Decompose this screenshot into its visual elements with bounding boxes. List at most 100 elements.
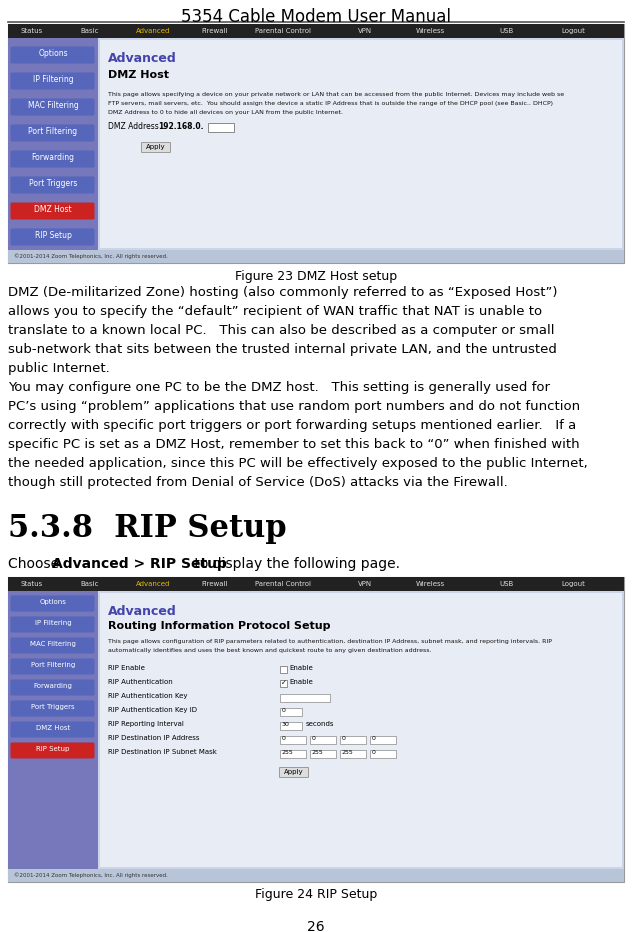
Bar — [310, 736, 336, 744]
Text: automatically identifies and uses the best known and quickest route to any given: automatically identifies and uses the be… — [108, 648, 432, 653]
Text: USB: USB — [499, 28, 513, 34]
FancyBboxPatch shape — [11, 637, 95, 653]
Text: sub-network that sits between the trusted internal private LAN, and the untruste: sub-network that sits between the truste… — [8, 343, 557, 356]
Text: You may configure one PC to be the DMZ host.   This setting is generally used fo: You may configure one PC to be the DMZ h… — [8, 381, 550, 394]
Text: 0: 0 — [282, 736, 286, 742]
Text: RIP Setup: RIP Setup — [36, 746, 70, 752]
Text: though still protected from Denial of Service (DoS) attacks via the Firewall.: though still protected from Denial of Se… — [8, 476, 507, 489]
Text: 0: 0 — [372, 736, 376, 742]
Bar — [100, 593, 622, 867]
Text: seconds: seconds — [306, 721, 334, 727]
Bar — [280, 708, 302, 716]
Bar — [340, 750, 366, 758]
Bar — [310, 750, 336, 758]
Text: RIP Reporting Interval: RIP Reporting Interval — [108, 721, 184, 727]
Text: Basic: Basic — [81, 28, 99, 34]
Text: Logout: Logout — [561, 581, 585, 587]
Text: Logout: Logout — [561, 28, 585, 34]
Bar — [8, 577, 624, 591]
Text: DMZ Host: DMZ Host — [36, 725, 70, 731]
Bar — [8, 24, 624, 38]
Text: USB: USB — [499, 581, 513, 587]
Text: Firewall: Firewall — [202, 28, 228, 34]
Bar — [280, 736, 306, 744]
Bar — [8, 577, 624, 882]
FancyBboxPatch shape — [11, 659, 95, 675]
Bar — [8, 24, 624, 263]
Text: Firewall: Firewall — [202, 581, 228, 587]
Bar — [100, 40, 622, 248]
Text: 5354 Cable Modem User Manual: 5354 Cable Modem User Manual — [181, 8, 451, 26]
FancyBboxPatch shape — [11, 596, 95, 611]
Text: 30: 30 — [282, 722, 290, 728]
Text: DMZ Address to 0 to hide all devices on your LAN from the public Internet.: DMZ Address to 0 to hide all devices on … — [108, 110, 343, 115]
Text: Parental Control: Parental Control — [255, 581, 311, 587]
Text: to display the following page.: to display the following page. — [190, 557, 400, 571]
Text: VPN: VPN — [358, 581, 372, 587]
Text: DMZ Host: DMZ Host — [34, 205, 72, 214]
Bar — [280, 722, 302, 730]
Bar — [8, 250, 624, 263]
Text: MAC Filtering: MAC Filtering — [28, 102, 78, 111]
Text: specific PC is set as a DMZ Host, remember to set this back to “0” when finished: specific PC is set as a DMZ Host, rememb… — [8, 438, 580, 451]
Text: allows you to specify the “default” recipient of WAN traffic that NAT is unable : allows you to specify the “default” reci… — [8, 305, 542, 318]
Text: 255: 255 — [282, 750, 294, 756]
Text: 26: 26 — [307, 920, 325, 932]
Text: Advanced: Advanced — [108, 605, 177, 618]
Text: Port Filtering: Port Filtering — [28, 128, 78, 136]
Text: ✓: ✓ — [281, 680, 287, 686]
Text: MAC Filtering: MAC Filtering — [30, 641, 76, 647]
FancyBboxPatch shape — [11, 679, 95, 695]
FancyBboxPatch shape — [11, 73, 95, 89]
Text: 0: 0 — [342, 736, 346, 742]
Bar — [280, 680, 287, 687]
Text: RIP Enable: RIP Enable — [108, 665, 145, 671]
Text: DMZ Address: DMZ Address — [108, 122, 161, 131]
Text: Enable: Enable — [289, 679, 313, 685]
Text: Advanced > RIP Setup: Advanced > RIP Setup — [52, 557, 227, 571]
Text: 255: 255 — [342, 750, 354, 756]
Text: RIP Authentication Key: RIP Authentication Key — [108, 693, 188, 699]
Text: 0: 0 — [282, 708, 286, 714]
FancyBboxPatch shape — [11, 202, 95, 220]
Text: RIP Authentication Key ID: RIP Authentication Key ID — [108, 707, 197, 713]
FancyBboxPatch shape — [11, 47, 95, 63]
Bar — [340, 736, 366, 744]
Text: DMZ (De-militarized Zone) hosting (also commonly referred to as “Exposed Host”): DMZ (De-militarized Zone) hosting (also … — [8, 286, 557, 299]
Text: the needed application, since this PC will be effectively exposed to the public : the needed application, since this PC wi… — [8, 457, 588, 470]
Text: Options: Options — [38, 49, 68, 59]
FancyBboxPatch shape — [11, 99, 95, 116]
Text: 0: 0 — [312, 736, 316, 742]
Text: Parental Control: Parental Control — [255, 28, 311, 34]
Text: Routing Information Protocol Setup: Routing Information Protocol Setup — [108, 621, 331, 631]
Text: Basic: Basic — [81, 581, 99, 587]
Text: Port Filtering: Port Filtering — [31, 662, 75, 668]
FancyBboxPatch shape — [142, 143, 171, 153]
Text: Apply: Apply — [284, 769, 304, 775]
FancyBboxPatch shape — [11, 743, 95, 759]
Text: Status: Status — [21, 581, 43, 587]
Text: Options: Options — [40, 599, 66, 605]
Bar — [208, 123, 234, 132]
Text: 192.168.0.: 192.168.0. — [158, 122, 204, 131]
Text: RIP Authentication: RIP Authentication — [108, 679, 173, 685]
FancyBboxPatch shape — [11, 176, 95, 194]
FancyBboxPatch shape — [11, 150, 95, 168]
Text: Apply: Apply — [146, 144, 166, 150]
Bar — [370, 736, 396, 744]
Text: 5.3.8  RIP Setup: 5.3.8 RIP Setup — [8, 513, 287, 544]
Text: Forwarding: Forwarding — [32, 154, 75, 162]
Text: public Internet.: public Internet. — [8, 362, 110, 375]
Text: IP Filtering: IP Filtering — [35, 620, 71, 626]
Text: Advanced: Advanced — [136, 28, 170, 34]
Text: PC’s using “problem” applications that use random port numbers and do not functi: PC’s using “problem” applications that u… — [8, 400, 580, 413]
Text: Wireless: Wireless — [415, 581, 445, 587]
Text: ©2001-2014 Zoom Telephonics, Inc. All rights reserved.: ©2001-2014 Zoom Telephonics, Inc. All ri… — [14, 254, 168, 259]
FancyBboxPatch shape — [11, 616, 95, 633]
Bar — [8, 869, 624, 882]
Text: ©2001-2014 Zoom Telephonics, Inc. All rights reserved.: ©2001-2014 Zoom Telephonics, Inc. All ri… — [14, 872, 168, 878]
FancyBboxPatch shape — [11, 721, 95, 737]
Text: Wireless: Wireless — [415, 28, 445, 34]
Text: translate to a known local PC.   This can also be described as a computer or sma: translate to a known local PC. This can … — [8, 324, 554, 337]
Text: VPN: VPN — [358, 28, 372, 34]
